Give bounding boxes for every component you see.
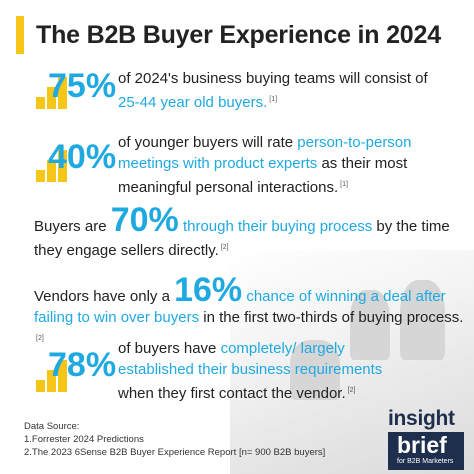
bar-chart-icon <box>36 358 67 392</box>
logo-line2: brief <box>397 432 447 458</box>
page-title: The B2B Buyer Experience in 2024 <box>36 21 441 49</box>
source-item: 2.The 2023 6Sense B2B Buyer Experience R… <box>24 447 326 458</box>
stat-value-78: 78% <box>48 346 117 384</box>
source-heading: Data Source: <box>24 421 80 432</box>
stat-text-75: of 2024's business buying teams will con… <box>118 70 428 111</box>
insight-brief-logo: insight brief for B2B Marketers <box>388 408 464 470</box>
bar-chart-icon <box>36 75 67 109</box>
source-item: 1.Forrester 2024 Predictions <box>24 434 144 445</box>
stat-text-16: Vendors have only a 16% chance of winnin… <box>34 271 464 342</box>
logo-box: brief for B2B Marketers <box>388 432 464 470</box>
stat-value-16: 16% <box>174 271 243 309</box>
stat-text-70: Buyers are 70% through their buying proc… <box>34 201 450 259</box>
stat-text-78: of buyers have completely/ largely estab… <box>118 340 383 402</box>
logo-line1: insight <box>388 407 455 430</box>
stat-value-75: 75% <box>48 67 117 105</box>
stat-value-70: 70% <box>110 201 179 239</box>
background-photo <box>230 250 474 474</box>
bar-chart-icon <box>36 148 67 182</box>
stat-text-40: of younger buyers will rate person-to-pe… <box>118 134 412 196</box>
stat-value-40: 40% <box>48 138 117 176</box>
logo-tagline: for B2B Marketers <box>397 458 454 465</box>
data-source: Data Source: 1.Forrester 2024 Prediction… <box>24 420 325 459</box>
title-accent-bar <box>16 16 24 54</box>
